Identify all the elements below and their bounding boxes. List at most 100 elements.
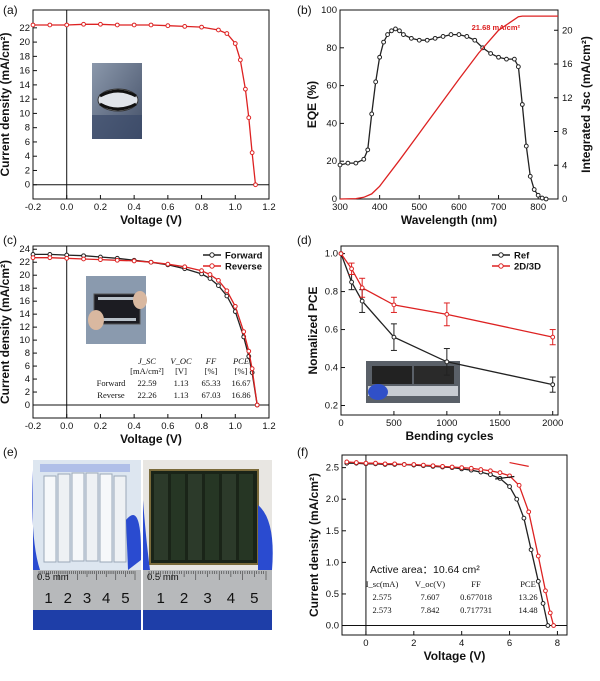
table-unit: [mA/cm²]	[130, 366, 164, 376]
table-cell: 16.86	[231, 390, 250, 400]
table-header: PCE	[232, 356, 250, 366]
ruler-number: 4	[227, 590, 235, 607]
panel-c-inset-photo	[86, 276, 147, 344]
table-cell: Reverse	[97, 390, 125, 400]
data-point	[363, 460, 369, 466]
data-point	[488, 468, 493, 474]
data-point	[507, 484, 512, 489]
y-tick-label: 4	[25, 151, 30, 162]
y-tick-label: 0.2	[325, 401, 338, 412]
legend-swatch-marker	[209, 252, 215, 258]
data-point	[540, 601, 546, 606]
data-point	[528, 547, 534, 553]
data-point	[249, 366, 255, 372]
x-axis-title: Voltage (V)	[120, 432, 182, 446]
ruler-number: 1	[157, 590, 165, 607]
table-header: FF	[471, 579, 481, 589]
data-point	[496, 54, 501, 60]
ruler-number: 5	[121, 590, 129, 607]
y-tick-label: 12	[19, 94, 30, 105]
data-point	[353, 460, 359, 465]
x-tick-label: 0	[338, 418, 343, 429]
data-point	[224, 288, 230, 294]
legend-label: Forward	[225, 251, 263, 262]
data-point	[535, 553, 541, 559]
x-axis-title: Bending cycles	[405, 429, 493, 443]
y-tick-label: 20	[326, 156, 337, 167]
data-point	[182, 264, 188, 270]
y-axis-title: Current density (mA/cm²)	[307, 473, 321, 617]
data-point	[504, 56, 509, 62]
data-point	[523, 143, 529, 149]
data-point	[148, 259, 154, 265]
x-tick-label: 0.6	[161, 421, 174, 432]
table-header: PCE	[520, 579, 536, 589]
legend-swatch-marker	[209, 263, 215, 269]
data-point	[237, 57, 243, 63]
y-tick-label: 0.6	[325, 325, 338, 336]
x-tick-label: 6	[507, 638, 512, 649]
panel-e-photo-back-side	[32, 460, 142, 570]
data-point	[114, 257, 120, 263]
y-tick-label: 10	[19, 335, 30, 346]
data-point	[353, 160, 359, 166]
data-point	[535, 578, 541, 584]
x-tick-label: 0.0	[60, 202, 73, 213]
data-point	[392, 461, 398, 467]
data-point	[338, 251, 344, 256]
data-point	[131, 258, 137, 264]
data-point	[497, 470, 503, 476]
data-point	[64, 255, 70, 261]
data-point	[472, 37, 478, 43]
table-cell: 2.575	[372, 592, 391, 602]
data-point	[515, 64, 521, 70]
data-point	[440, 463, 445, 469]
table-cell: 22.26	[137, 390, 156, 400]
data-point	[232, 303, 238, 309]
y-axis-title: Current density (mA/cm²)	[0, 260, 12, 404]
data-point	[344, 459, 350, 465]
y2-tick-label: 0	[562, 194, 567, 205]
data-point	[382, 461, 388, 467]
table-cell: 67.03	[201, 390, 220, 400]
data-point	[393, 26, 398, 32]
ruler-number: 2	[180, 590, 188, 607]
data-point	[459, 465, 465, 471]
data-point	[345, 160, 351, 166]
data-point	[411, 462, 417, 467]
y-tick-label: 6	[25, 137, 30, 148]
y-tick-label: 0.8	[325, 287, 338, 298]
data-point	[478, 467, 484, 472]
panel-a-inset-photo	[92, 63, 142, 139]
data-point	[432, 35, 438, 41]
x-tick-label: 1.0	[229, 202, 242, 213]
y-tick-label: 0	[25, 400, 30, 411]
y-tick-label: 22	[19, 257, 30, 268]
data-point	[514, 496, 520, 502]
data-point	[30, 22, 36, 28]
panel-d-label: (d)	[297, 233, 312, 247]
table-header: I_sc(mA)	[366, 579, 399, 589]
data-point	[359, 298, 365, 304]
y-tick-label: 1.0	[326, 557, 339, 568]
data-point	[449, 464, 455, 470]
table-cell: 13.26	[518, 592, 537, 602]
table-cell: 16.67	[231, 378, 250, 388]
data-point	[444, 359, 450, 365]
y-tick-label: 14	[19, 80, 30, 91]
data-point	[547, 610, 553, 616]
table-cell: 7.607	[420, 592, 439, 602]
data-point	[373, 460, 378, 466]
data-point	[468, 465, 474, 471]
data-point	[488, 51, 494, 56]
y2-tick-label: 12	[562, 93, 573, 104]
data-point	[243, 86, 248, 92]
y-tick-label: 20	[19, 270, 30, 281]
ruler-number: 3	[83, 590, 91, 607]
data-point	[224, 31, 230, 36]
data-point	[216, 27, 221, 33]
x-tick-label: 800	[530, 202, 546, 213]
x-tick-label: 0.8	[195, 421, 208, 432]
panel-c-frame	[32, 245, 270, 419]
